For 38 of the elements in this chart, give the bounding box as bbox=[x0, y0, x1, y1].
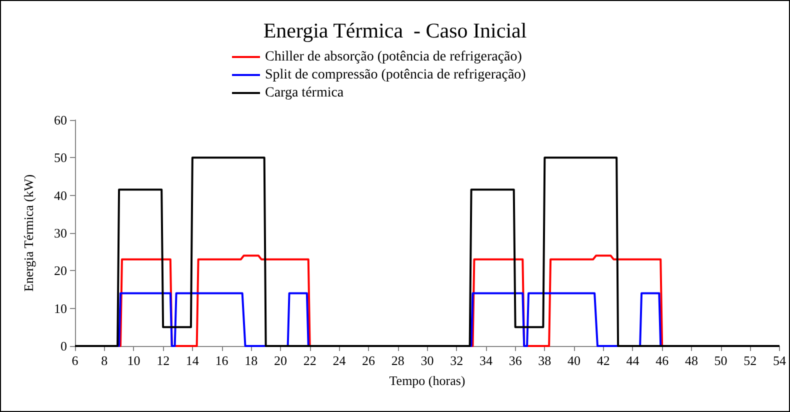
x-tick-label: 16 bbox=[215, 353, 229, 368]
x-tick-label: 44 bbox=[626, 353, 640, 368]
x-axis-title: Tempo (horas) bbox=[389, 373, 466, 388]
x-tick-label: 52 bbox=[744, 353, 757, 368]
x-tick-label: 50 bbox=[714, 353, 728, 368]
y-tick-label: 0 bbox=[60, 338, 67, 354]
x-tick-label: 20 bbox=[274, 353, 287, 368]
y-axis-title: Energia Térmica (kW) bbox=[21, 174, 36, 292]
x-tick-label: 48 bbox=[684, 353, 698, 368]
y-tick-label: 20 bbox=[54, 263, 67, 278]
x-tick-label: 10 bbox=[127, 353, 140, 368]
x-tick-label: 18 bbox=[244, 353, 258, 368]
x-tick-label: 28 bbox=[391, 353, 404, 368]
x-tick-label: 34 bbox=[479, 353, 493, 368]
x-tick-label: 14 bbox=[186, 353, 200, 368]
x-tick-label: 12 bbox=[156, 353, 170, 368]
y-tick-label: 10 bbox=[54, 300, 67, 316]
x-tick-label: 36 bbox=[508, 353, 522, 368]
x-tick-label: 54 bbox=[773, 353, 786, 368]
x-tick-label: 32 bbox=[450, 353, 464, 368]
x-tick-label: 8 bbox=[101, 353, 108, 368]
x-tick-label: 24 bbox=[332, 353, 346, 368]
chart-title: Energia Térmica - Caso Inicial bbox=[263, 18, 527, 42]
x-tick-label: 6 bbox=[72, 353, 79, 368]
legend-label: Chiller de absorção (potência de refrigeração) bbox=[265, 50, 522, 64]
y-tick-label: 50 bbox=[54, 150, 67, 166]
legend-label: Carga térmica bbox=[265, 86, 344, 100]
x-tick-label: 42 bbox=[596, 353, 610, 368]
x-tick-label: 38 bbox=[538, 353, 552, 368]
x-tick-label: 46 bbox=[656, 353, 670, 368]
x-tick-label: 26 bbox=[362, 353, 376, 368]
y-tick-label: 40 bbox=[54, 188, 67, 203]
legend-label: Split de compressão (potência de refrigeração) bbox=[265, 68, 526, 82]
y-tick-label: 60 bbox=[54, 112, 67, 128]
x-tick-label: 40 bbox=[568, 353, 581, 368]
x-tick-label: 30 bbox=[420, 353, 434, 368]
y-tick-label: 30 bbox=[54, 226, 67, 240]
x-tick-label: 22 bbox=[303, 353, 316, 368]
